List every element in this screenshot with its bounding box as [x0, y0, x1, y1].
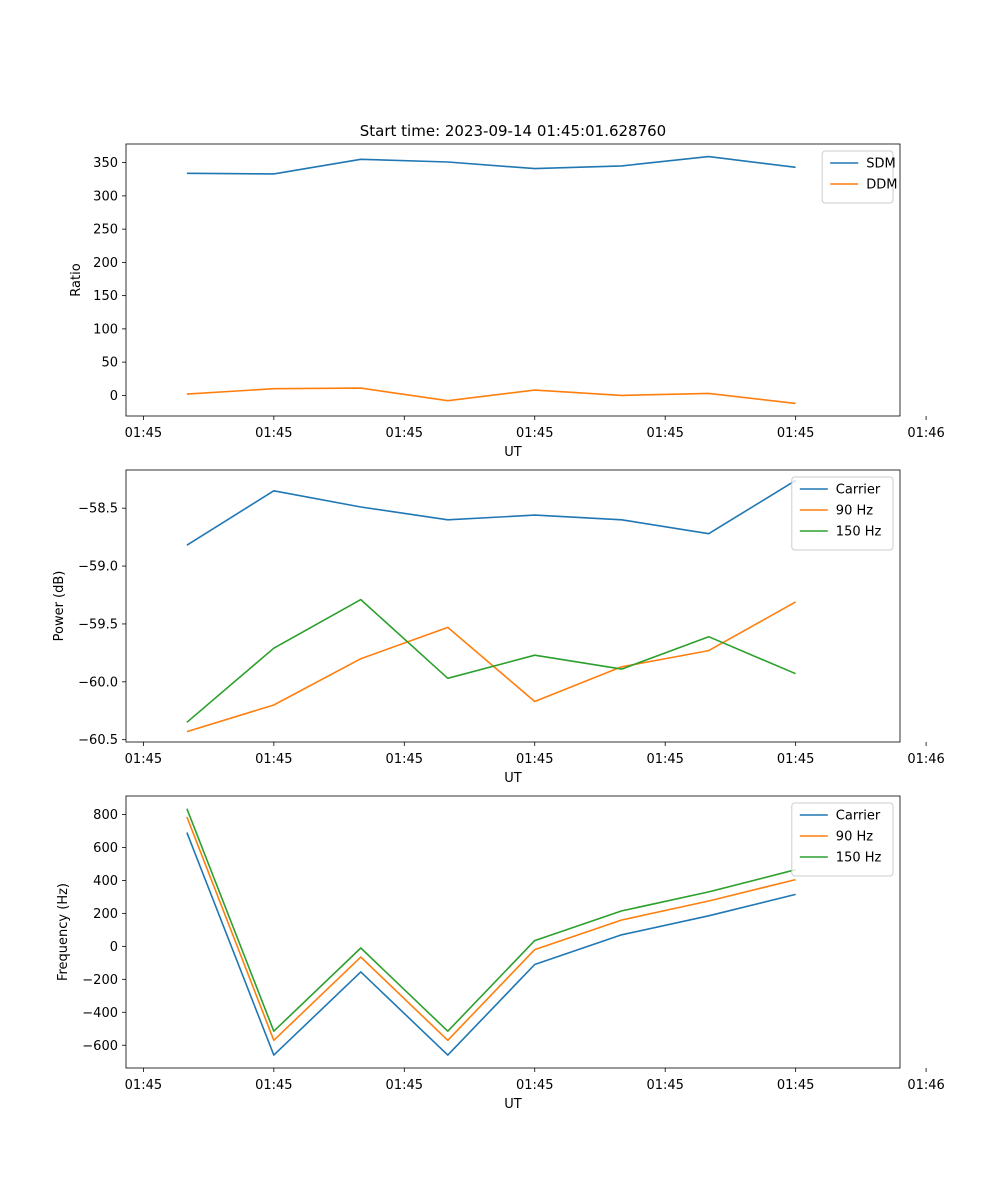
y-tick-label: −59.0: [78, 560, 118, 575]
x-tick-label: 01:45: [386, 752, 423, 767]
y-tick-label: 150: [93, 289, 118, 304]
power-chart: 01:45 01:45 01:45 01:45 01:45 01:45 01:46 −60.5…: [52, 469, 945, 786]
x-tick-label: 01:46: [907, 752, 944, 767]
x-tick-label: 01:45: [125, 426, 162, 441]
y-tick-label: 200: [93, 256, 118, 271]
y-tick-label: −400: [82, 1006, 118, 1021]
y-tick-label: 50: [101, 356, 118, 371]
frequency-chart: 01:45 01:45 01:45 01:45 01:45 01:45 01:46 −600 −…: [56, 795, 945, 1112]
x-tick-label: 01:45: [777, 752, 814, 767]
y-tick-label: −60.0: [78, 675, 118, 690]
x-tick-label: 01:46: [907, 426, 944, 441]
series-line-90-hz: [186, 601, 796, 733]
y-tick-label: −59.5: [78, 617, 118, 632]
x-tick-label: 01:45: [516, 752, 553, 767]
chart-title: Start time: 2023-09-14 01:45:01.628760: [360, 122, 666, 140]
y-axis-label: Power (dB): [52, 571, 67, 642]
legend-box: [821, 150, 894, 204]
x-tick-label: 01:45: [125, 1078, 162, 1093]
y-tick-label: 250: [93, 223, 118, 238]
y-tick-label: −58.5: [78, 502, 118, 517]
series-line-ddm: [186, 387, 796, 405]
x-axis-label: UT: [504, 1097, 522, 1112]
x-tick-label: 01:45: [255, 426, 292, 441]
x-tick-label: 01:46: [907, 1078, 944, 1093]
y-tick-label: −600: [82, 1039, 118, 1054]
x-tick-label: 01:45: [516, 426, 553, 441]
series-line-150-hz: [186, 808, 796, 1032]
y-axis-label: Ratio: [69, 263, 84, 296]
legend-label-150-hz: 150 Hz: [836, 525, 882, 540]
legend-label-150-hz: 150 Hz: [836, 851, 882, 866]
y-tick-label: 800: [93, 808, 118, 823]
y-tick-label: 100: [93, 322, 118, 337]
x-tick-label: 01:45: [125, 752, 162, 767]
x-tick-label: 01:45: [646, 752, 683, 767]
legend-label-carrier: Carrier: [836, 483, 881, 498]
legend-label-sdm: SDM: [866, 157, 895, 172]
y-tick-label: −60.5: [78, 733, 118, 748]
x-tick-label: 01:45: [516, 1078, 553, 1093]
axes-frame: [125, 469, 901, 743]
series-line-150-hz: [186, 598, 796, 723]
y-tick-label: 300: [93, 189, 118, 204]
legend-label-carrier: Carrier: [836, 809, 881, 824]
y-axis-label: Frequency (Hz): [56, 883, 71, 981]
y-tick-label: 400: [93, 874, 118, 889]
axes-frame: [125, 795, 901, 1069]
x-tick-label: 01:45: [386, 1078, 423, 1093]
series-line-sdm: [186, 155, 796, 175]
y-tick-label: 200: [93, 907, 118, 922]
x-tick-label: 01:45: [386, 426, 423, 441]
legend-label-90-hz: 90 Hz: [836, 504, 873, 519]
x-tick-label: 01:45: [777, 426, 814, 441]
series-line-carrier: [186, 479, 797, 546]
legend: SDM DDM: [821, 150, 897, 204]
x-tick-label: 01:45: [646, 1078, 683, 1093]
legend-label-90-hz: 90 Hz: [836, 830, 873, 845]
y-tick-label: −200: [82, 973, 118, 988]
x-axis-label: UT: [504, 771, 522, 786]
y-tick-label: 0: [110, 389, 118, 404]
legend: Carrier 90 Hz 150 Hz: [791, 476, 894, 551]
x-tick-label: 01:45: [255, 752, 292, 767]
legend-label-ddm: DDM: [866, 178, 897, 193]
y-tick-label: 350: [93, 156, 118, 171]
legend: Carrier 90 Hz 150 Hz: [791, 802, 894, 877]
axes-frame: [125, 143, 901, 417]
series-line-carrier: [186, 832, 796, 1056]
ratio-chart: 01:45 01:45 01:45 01:45 01:45 01:45 01:46 0 50 10…: [69, 143, 945, 460]
series-line-90-hz: [186, 816, 796, 1042]
x-tick-label: 01:45: [777, 1078, 814, 1093]
x-tick-label: 01:45: [646, 426, 683, 441]
y-tick-label: 0: [110, 940, 118, 955]
x-axis-label: UT: [504, 445, 522, 460]
x-tick-label: 01:45: [255, 1078, 292, 1093]
y-tick-label: 600: [93, 841, 118, 856]
